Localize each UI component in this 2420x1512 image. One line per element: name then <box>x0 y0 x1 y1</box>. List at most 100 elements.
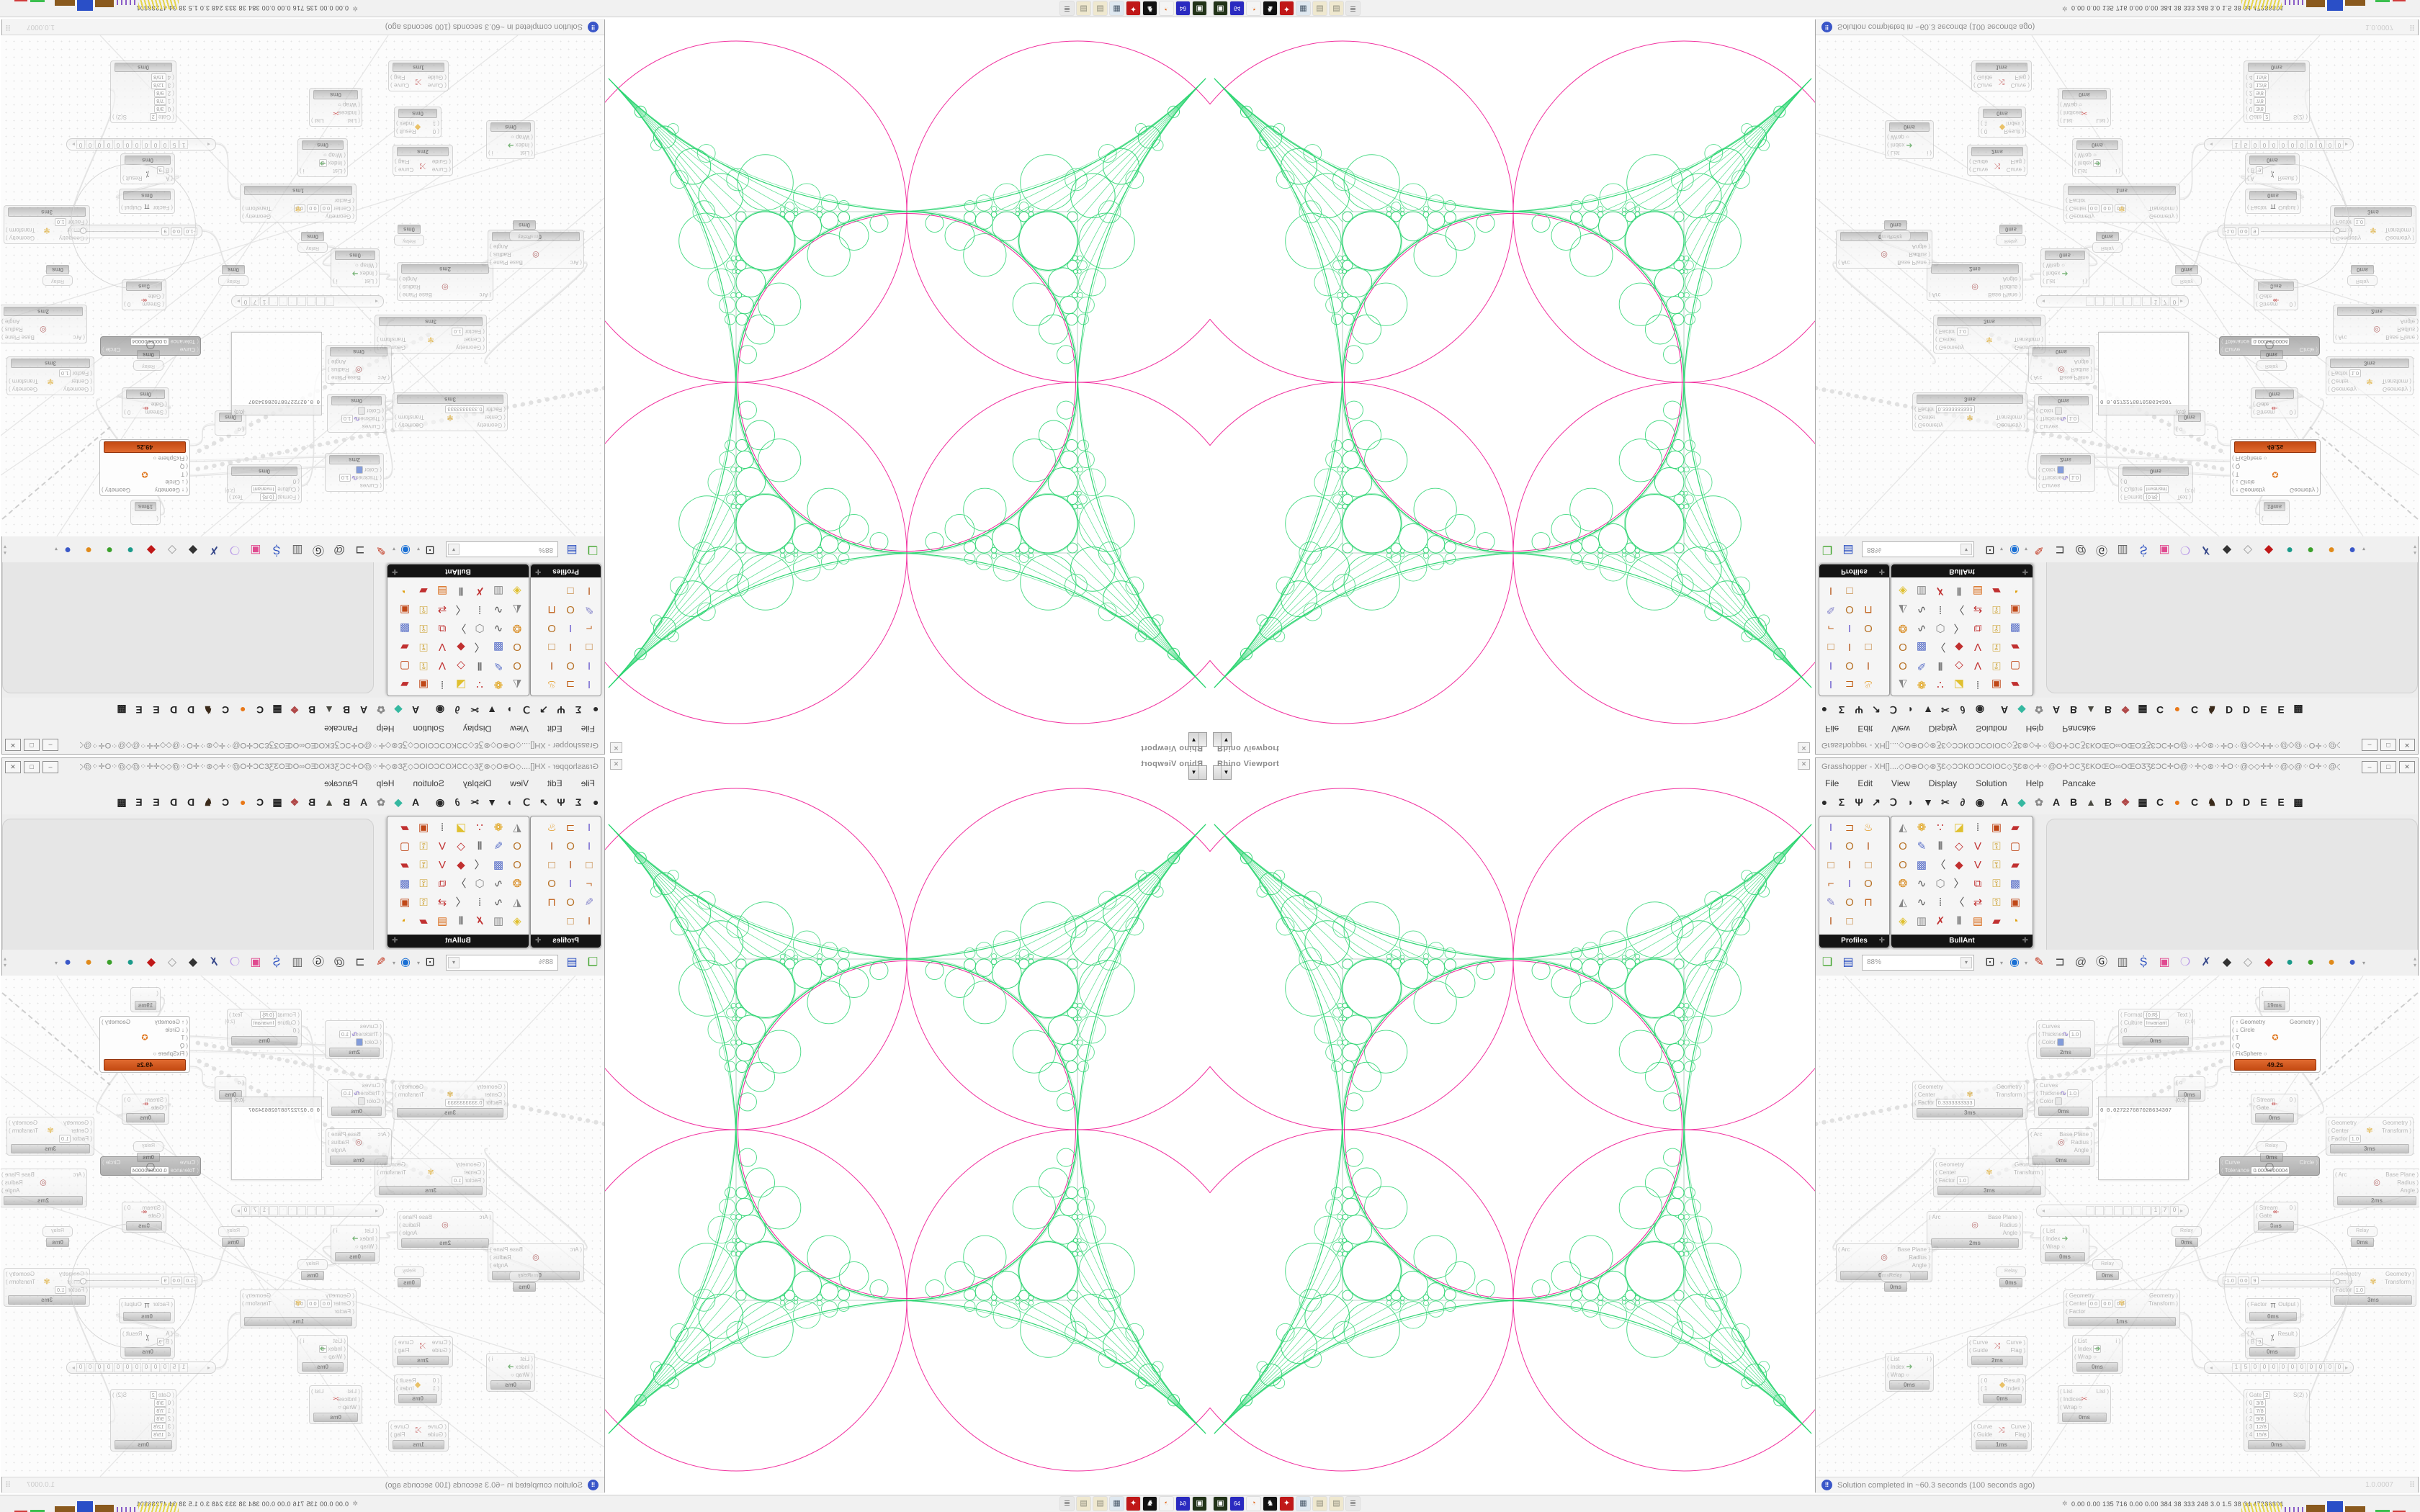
component-icon[interactable]: ▩ <box>493 641 504 653</box>
chevron-down-icon[interactable]: ▾ <box>448 544 460 555</box>
component-icon[interactable]: 〈 <box>1935 859 1946 871</box>
component-icon[interactable]: I <box>587 915 591 927</box>
component-icon[interactable]: I <box>1829 660 1833 672</box>
notepad-icon[interactable]: ▤ <box>1077 1497 1090 1511</box>
component-icon[interactable]: ▣ <box>2009 603 2021 616</box>
tab-plugin[interactable]: ● <box>239 704 246 716</box>
exit-door-icon[interactable]: ⊐ <box>2055 956 2065 968</box>
component-icon[interactable]: ∿ <box>493 603 503 616</box>
gh-node-custom-preview-b[interactable]: CurvesThickness1.0Color ∿0ms <box>2034 394 2093 433</box>
tab-sets[interactable]: Ψ <box>557 704 565 716</box>
component-icon[interactable]: I <box>568 641 573 653</box>
component-icon[interactable]: ◪ <box>455 822 467 834</box>
gh-relay-relay-d[interactable]: Relay 0ms <box>218 1226 248 1248</box>
resize-grip[interactable]: ⠿ <box>5 22 12 31</box>
expand-icon[interactable]: ✛ <box>1878 567 1885 575</box>
component-icon[interactable]: 〉 <box>1953 878 1965 890</box>
dropdown-icon[interactable]: ▾ <box>2025 546 2028 553</box>
component-icon[interactable]: ♨ <box>1863 822 1873 834</box>
search-icon[interactable]: Ṩ <box>272 956 281 968</box>
palette-header[interactable]: Profiles ✛ <box>1819 564 1889 577</box>
menu-item-solution[interactable]: Solution <box>1976 724 2007 734</box>
zoom-extents-icon[interactable]: ⊡ <box>1985 956 1995 968</box>
tab-plugin[interactable]: ♞ <box>2207 796 2217 808</box>
tab-plugin[interactable]: B <box>308 796 316 808</box>
tab-mesh[interactable]: ▼ <box>487 704 497 716</box>
gh-node-flip-curve-b[interactable]: CurveGuideCurveFlag⤨1ms <box>388 60 449 91</box>
notepad-icon[interactable]: ▤ <box>1313 1497 1327 1511</box>
toolbar-scroll-icon[interactable]: ▴ ▾ <box>2413 544 2416 557</box>
tab-plugin[interactable]: ▦ <box>2138 796 2148 808</box>
gh-node-format-text[interactable]: Format{0:R}CultureInvariant0Text{2;0}0ms <box>2118 1009 2195 1048</box>
component-icon[interactable]: ∿ <box>493 896 503 909</box>
component-icon[interactable]: ⦀ <box>1937 660 1943 672</box>
floppy-64-icon[interactable]: 64 <box>1176 1497 1190 1511</box>
component-icon[interactable]: ♨ <box>547 678 557 690</box>
gh-relay-relay-c[interactable]: Relay 0ms <box>1996 1266 2026 1289</box>
component-icon[interactable]: ⇄ <box>1973 896 1983 909</box>
component-icon[interactable]: ▤ <box>436 915 448 927</box>
gh-node-list-item-c[interactable]: ListIndexWrap ○i➜0ms <box>486 120 535 159</box>
bulb-icon[interactable]: ❍ <box>2179 544 2191 556</box>
component-icon[interactable]: □ <box>567 585 574 597</box>
tab-plugin[interactable]: ❖ <box>290 796 300 808</box>
component-icon[interactable]: ◪ <box>1953 678 1965 690</box>
component-icon[interactable]: ⚿ <box>419 660 428 672</box>
tab-mesh[interactable]: ▼ <box>1923 796 1933 808</box>
ball-green-icon[interactable]: ● <box>106 956 113 968</box>
firefox-icon[interactable]: ◔ <box>1160 1 1173 15</box>
viewport-menu-button[interactable]: ▼ <box>1188 732 1207 747</box>
component-icon[interactable]: ⇄ <box>437 896 447 909</box>
component-icon[interactable]: □ <box>1865 859 1872 871</box>
menu-item-display[interactable]: Display <box>462 778 492 788</box>
component-icon[interactable]: ⦙ <box>441 822 444 834</box>
component-icon[interactable]: □ <box>586 641 593 653</box>
component-icon[interactable]: ❁ <box>1917 678 1927 690</box>
tab-surface[interactable]: ◗ <box>1907 796 1914 808</box>
ball-orange-icon[interactable]: ● <box>2328 956 2335 968</box>
gh-node-data-panel[interactable]: {0;0} 0 0.027227687028634307 <box>2098 332 2189 415</box>
component-icon[interactable]: ⊐ <box>565 678 575 690</box>
gem-light-icon[interactable]: ◇ <box>2243 956 2253 968</box>
viewport-menu-button[interactable]: ▼ <box>1213 732 1232 747</box>
tab-params[interactable]: ● <box>1821 796 1828 808</box>
notepad-icon[interactable]: ▤ <box>1093 1497 1107 1511</box>
tab-plugin[interactable]: A <box>2000 796 2009 808</box>
component-icon[interactable]: O <box>513 859 521 871</box>
component-icon[interactable]: □ <box>1846 915 1853 927</box>
gh-slider-digit-slider-b[interactable]: ◂ 1 5 0 0 0 0 0 0 0 0 0 0 ▸ <box>2204 1362 2354 1374</box>
component-icon[interactable]: ⚿ <box>419 896 428 909</box>
cat-icon[interactable]: ♞ <box>1263 1 1277 15</box>
menu-item-pancake[interactable]: Pancake <box>2062 724 2096 734</box>
tab-plugin[interactable]: ◆ <box>394 704 403 716</box>
component-icon[interactable]: ▰ <box>400 641 409 653</box>
slider-right-arrow[interactable]: ▸ <box>72 141 76 148</box>
tab-display[interactable]: ◉ <box>435 796 445 808</box>
component-icon[interactable]: ❂ <box>1898 622 1908 634</box>
component-icon[interactable]: ✗ <box>475 915 485 927</box>
component-icon[interactable]: ⦙ <box>1976 822 1979 834</box>
expand-icon[interactable]: ✛ <box>535 567 542 575</box>
resize-grip[interactable]: ⠿ <box>2408 1481 2415 1490</box>
component-icon[interactable]: ✗ <box>1935 585 1945 597</box>
component-icon[interactable]: □ <box>586 859 593 871</box>
component-icon[interactable]: ⌐ <box>586 622 593 634</box>
menu-item-solution[interactable]: Solution <box>413 724 444 734</box>
component-icon[interactable]: ⚿ <box>419 840 428 852</box>
tab-transform[interactable]: ∂ <box>1960 796 1966 808</box>
tab-vector[interactable]: ↗ <box>1872 704 1881 716</box>
gh-canvas[interactable]: CurvesThickness1.0Color ∿2msCurvesThickn… <box>1 976 604 1477</box>
component-icon[interactable]: ∵ <box>1937 822 1944 834</box>
tab-plugin[interactable]: E <box>2277 704 2285 716</box>
gem-red-icon[interactable]: ◆ <box>146 956 156 968</box>
component-icon[interactable]: I <box>1829 840 1833 852</box>
component-icon[interactable]: ⦙ <box>1976 678 1979 690</box>
component-icon[interactable]: ⬡ <box>475 878 485 890</box>
gh-node-cull-index[interactable]: ListIndicesWrap ○List✂0ms <box>2058 1385 2111 1424</box>
gh-node-scale-nu[interactable]: GeometryCenter0.00.00.0FactorGeometryTra… <box>2063 1290 2180 1328</box>
component-icon[interactable]: 〈 <box>1953 896 1965 909</box>
bulb-icon[interactable]: ❍ <box>2179 956 2191 968</box>
component-icon[interactable]: I <box>568 622 573 634</box>
save-icon[interactable]: ▤ <box>566 544 578 556</box>
ball-blue-icon[interactable]: ● <box>2349 956 2356 968</box>
